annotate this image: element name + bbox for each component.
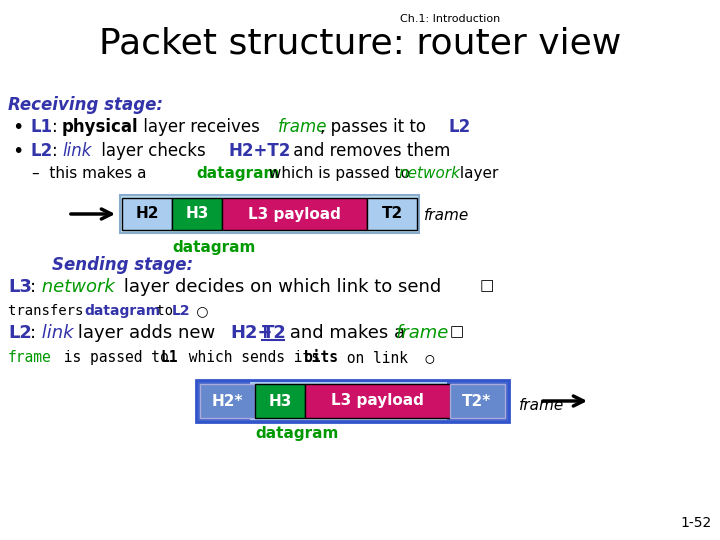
Text: frame: frame [424,208,469,224]
Text: L3: L3 [8,278,32,296]
Text: datagram: datagram [84,304,160,318]
Text: layer checks: layer checks [96,142,211,160]
Text: frame: frame [519,397,564,413]
Text: network: network [398,166,460,181]
Text: 1-52: 1-52 [680,516,712,530]
Bar [222,198,367,230]
Text: link: link [36,324,73,342]
Text: •: • [12,118,23,137]
Text: and removes them: and removes them [288,142,451,160]
Text: physical: physical [62,118,139,136]
Text: :: : [30,278,36,296]
Text: H2+: H2+ [230,324,272,342]
Text: L3 payload: L3 payload [330,394,423,408]
Text: on link  ○: on link ○ [338,350,434,365]
Text: layer: layer [455,166,498,181]
Text: Sending stage:: Sending stage: [52,256,193,274]
Bar [120,195,419,233]
Text: □: □ [445,324,464,339]
Text: datagram: datagram [255,426,338,441]
Text: H2+T2: H2+T2 [228,142,290,160]
Text: frame: frame [8,350,52,365]
Text: –  this makes a: – this makes a [32,166,151,181]
Text: T2: T2 [382,206,402,221]
Text: which is passed to: which is passed to [264,166,415,181]
Text: Ch.1: Introduction: Ch.1: Introduction [400,14,500,24]
Text: H2: H2 [135,206,158,221]
Text: network: network [36,278,114,296]
Text: □: □ [480,278,495,293]
Text: L1: L1 [160,350,178,365]
Bar [367,198,417,230]
Text: layer receives: layer receives [138,118,265,136]
Text: T2*: T2* [462,394,492,408]
Text: datagram: datagram [172,240,256,255]
Text: datagram: datagram [196,166,279,181]
Text: ○: ○ [192,304,209,318]
Text: :: : [30,324,36,342]
Text: frame: frame [396,324,449,342]
Text: L1: L1 [30,118,52,136]
Text: Receiving stage:: Receiving stage: [8,96,163,114]
Text: L2: L2 [8,324,32,342]
Bar [172,198,222,230]
Bar [200,384,255,418]
Text: , passes it to: , passes it to [320,118,431,136]
Bar [255,384,305,418]
Bar [122,198,172,230]
Text: L2: L2 [172,304,191,318]
Text: •: • [12,142,23,161]
Text: and makes a: and makes a [284,324,411,342]
Text: which sends its: which sends its [180,350,329,365]
Text: bits: bits [304,350,339,365]
Text: H3: H3 [269,394,292,408]
Text: T2: T2 [262,324,287,342]
Text: :: : [52,118,58,136]
Text: H2*: H2* [211,394,243,408]
Text: frame: frame [278,118,328,136]
Text: L3 payload: L3 payload [248,206,341,221]
Text: Packet structure: router view: Packet structure: router view [99,26,621,60]
Text: to: to [148,304,181,318]
Text: L2: L2 [30,142,53,160]
Text: :: : [52,142,58,160]
Text: layer adds new: layer adds new [72,324,221,342]
Text: layer decides on which link to send: layer decides on which link to send [118,278,447,296]
Bar [250,382,447,420]
Text: transfers: transfers [8,304,91,318]
Text: is passed to: is passed to [55,350,178,365]
Bar [450,384,505,418]
Text: link: link [62,142,91,160]
Text: H3: H3 [185,206,209,221]
Text: L2: L2 [448,118,470,136]
Bar [196,380,509,422]
Bar [305,384,450,418]
